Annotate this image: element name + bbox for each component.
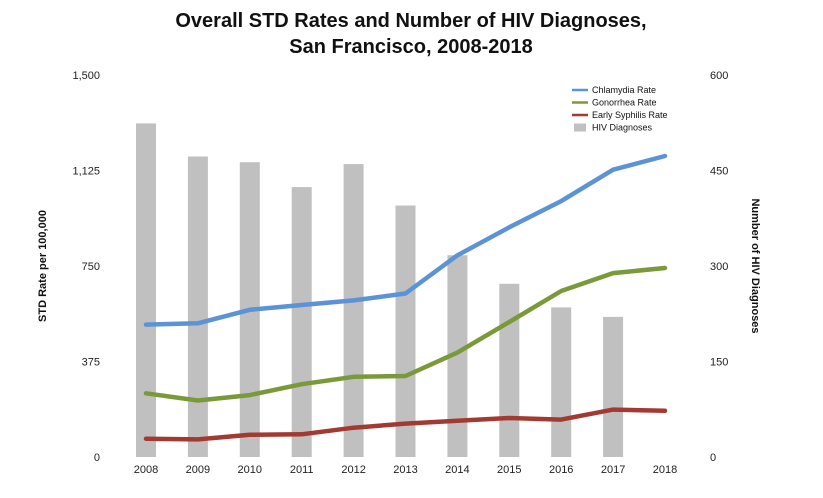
left-axis-ticks: 0 375 750 1,125 1,500 [72,70,100,464]
rate-lines [143,153,668,442]
x-tick-label: 2014 [445,464,469,476]
legend-label: Early Syphilis Rate [592,110,668,120]
hiv-bar-2009 [187,156,208,457]
hiv-bar-2012 [343,164,364,457]
hiv-bar-2014 [447,255,468,457]
right-tick-label: 600 [710,70,728,82]
left-tick-label: 375 [82,357,100,369]
right-axis-title: Number of HIV Diagnoses [749,198,761,333]
x-tick-label: 2017 [601,464,625,476]
chart-title-line-2: San Francisco, 2008-2018 [289,36,532,58]
right-tick-label: 300 [710,261,728,273]
x-tick-label: 2009 [186,464,210,476]
legend: Chlamydia Rate Gonorrhea Rate Early Syphil… [572,85,668,133]
hiv-bar-2011 [291,187,312,457]
hiv-bars [136,123,624,458]
left-tick-label: 1,500 [72,70,100,82]
x-tick-label: 2015 [497,464,521,476]
hiv-bar-2013 [395,205,416,457]
series-line-chlamydia-rate [143,153,668,327]
x-tick-label: 2018 [653,464,677,476]
x-axis-ticks: 2008 2009 2010 2011 2012 2013 2014 2015 2016 2017… [134,464,677,476]
legend-label: Chlamydia Rate [592,85,656,95]
x-tick-label: 2016 [549,464,573,476]
x-tick-label: 2010 [238,464,262,476]
hiv-bar-2015 [499,283,520,457]
right-axis-ticks: 0 150 300 450 600 [710,70,728,464]
right-tick-label: 450 [710,166,728,178]
x-tick-label: 2008 [134,464,158,476]
legend-label: Gonorrhea Rate [592,98,657,108]
left-axis-title: STD Rate per 100,000 [37,210,49,322]
legend-swatch [574,123,586,132]
legend-label: HIV Diagnoses [592,123,653,133]
chart-title-line-1: Overall STD Rates and Number of HIV Diag… [175,10,646,32]
hiv-bar-2017 [603,316,624,457]
x-tick-label: 2011 [290,464,314,476]
right-tick-label: 150 [710,357,728,369]
left-tick-label: 1,125 [72,166,100,178]
x-tick-label: 2012 [341,464,365,476]
series-line-gonorrhea-rate [143,265,668,403]
series-line-early-syphilis-rate [143,407,668,442]
left-tick-label: 0 [94,452,100,464]
right-tick-label: 0 [710,452,716,464]
hiv-bar-2008 [136,123,156,458]
x-tick-label: 2013 [393,464,417,476]
hiv-bar-2016 [551,307,572,457]
left-tick-label: 750 [82,261,100,273]
